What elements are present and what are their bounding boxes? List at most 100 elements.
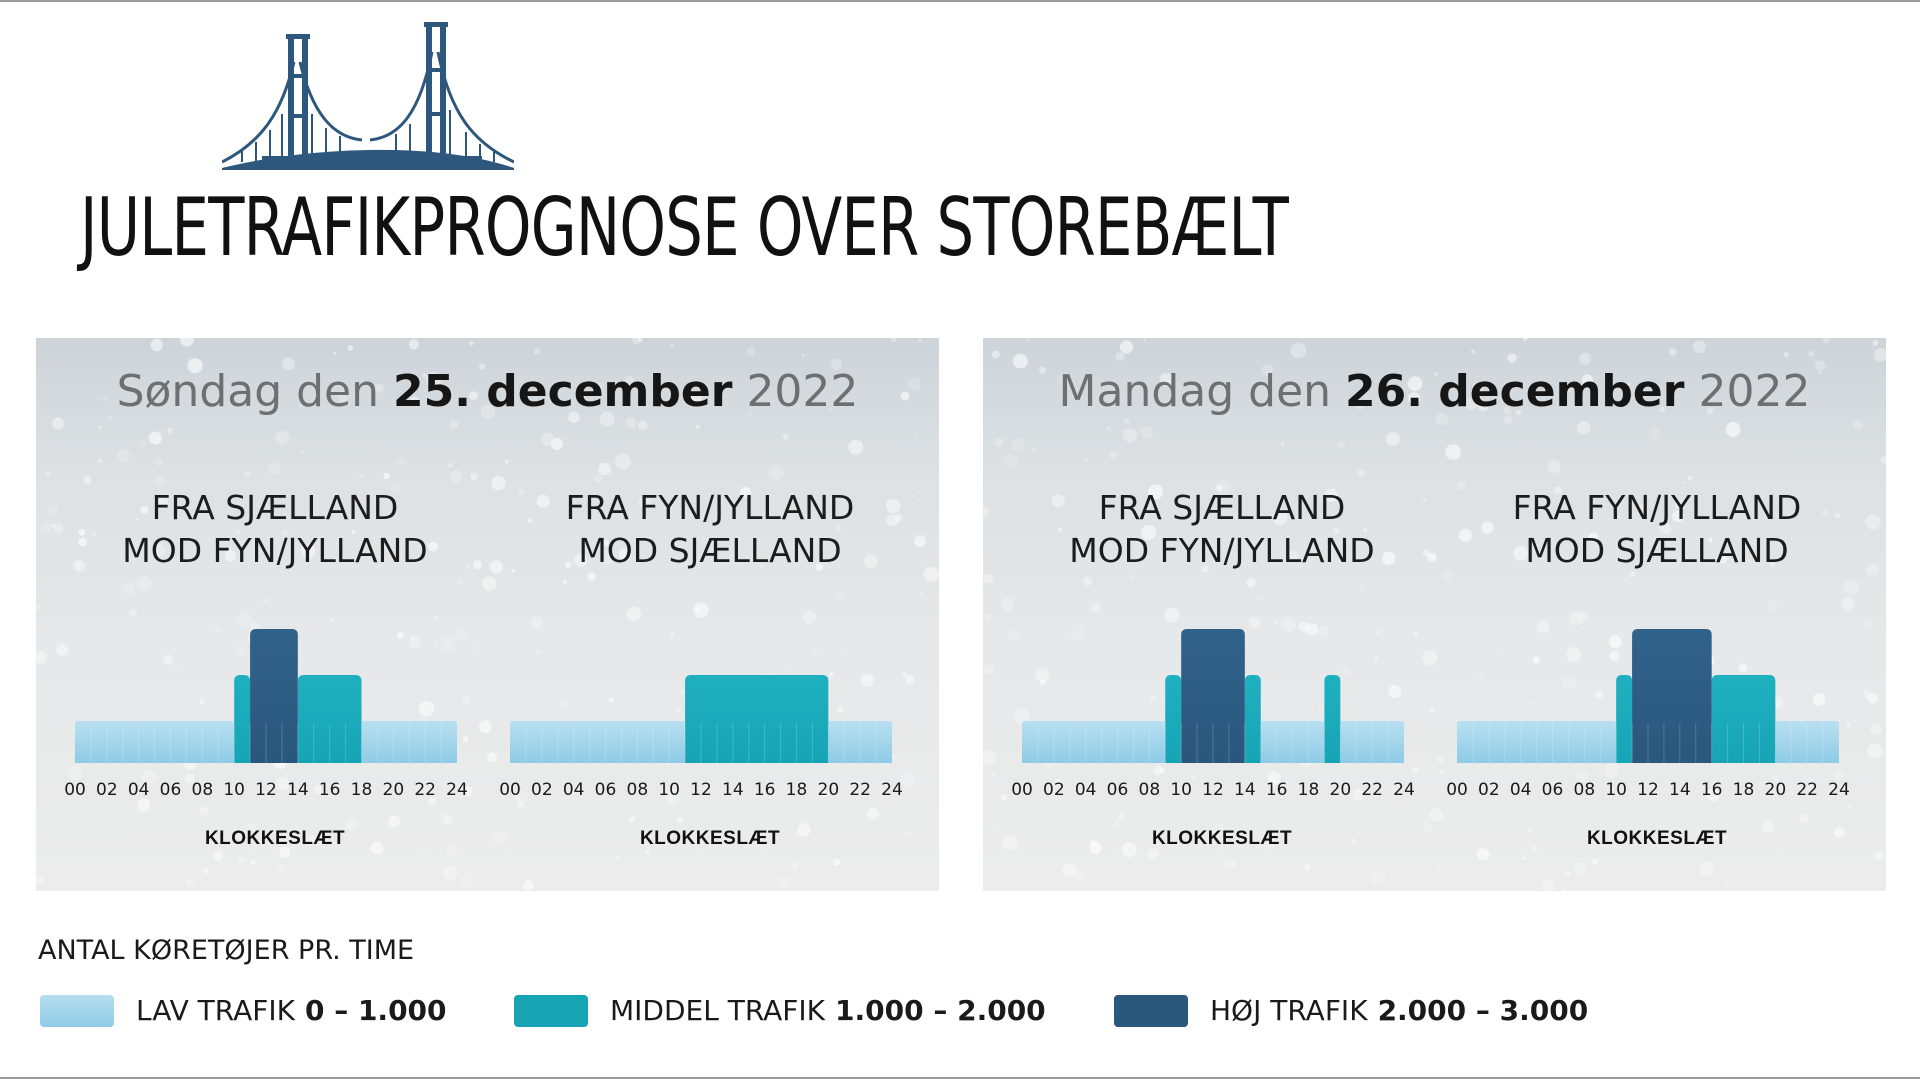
snowflake [397,457,406,466]
snowflake [491,830,508,847]
snowflake [53,523,64,534]
snowflake [1341,667,1350,676]
snowflake [462,736,469,742]
panel-date: Mandag den 26. december 2022 [983,362,1886,422]
snowflake [1429,807,1443,822]
snowflake [282,357,295,371]
snowflake [1442,470,1446,473]
x-tick-label: 04 [128,780,150,800]
snowflake [1358,583,1366,592]
chart-title-line1: FRA SJÆLLAND [1098,488,1346,527]
x-tick-label: 16 [1266,780,1288,800]
snowflake [1818,371,1822,374]
snowflake [275,430,289,445]
snowflake [1090,602,1101,613]
chart-dec26-from-sjaelland: FRA SJÆLLAND MOD FYN/JYLLAND 00 02 04 06 08 1… [1011,338,1432,891]
snowflake [626,606,642,622]
traffic-bar-medium [1711,675,1776,763]
snowflake [1880,455,1886,464]
snowflake [139,439,147,447]
snowflake [1026,338,1031,342]
x-tick-label: 02 [96,780,118,800]
snowflake [1874,850,1884,861]
snowflake [1122,428,1138,443]
snowflake [78,529,86,536]
snowflake [489,560,503,574]
snowflake [900,772,916,788]
x-tick-label: 16 [319,780,341,800]
chart-plot: 00 02 04 06 08 10 12 14 16 18 20 22 24 [64,629,468,800]
snowflake [1770,562,1775,567]
snowflake [1683,481,1687,485]
snowflake [1847,804,1851,808]
snowflake [1216,485,1222,491]
snowflake [1579,352,1591,365]
date-bold: 25. december [393,366,733,417]
snowflake [394,494,396,496]
snowflake [689,391,703,405]
snowflake [301,450,304,453]
snowflake [892,754,896,758]
snowflake [1422,498,1426,502]
snowflake [984,613,991,620]
snowflake [1057,372,1072,387]
chart-title-line2: MOD SJÆLLAND [578,531,842,570]
snowflake [438,811,447,820]
snowflake [1532,846,1537,851]
snowflake [1437,756,1444,763]
snowflake [901,671,908,679]
snowflake [1107,426,1111,431]
snowflake [697,852,700,855]
snowflake [550,437,563,450]
snowflake [104,823,108,827]
snowflake [333,351,336,355]
snowflake [1564,870,1572,878]
snowflake [802,354,805,357]
x-axis-label: KLOKKESLÆT [639,828,781,849]
snowflake [148,431,162,445]
snowflake [487,752,498,763]
snowflake [456,628,468,640]
snowflake [1363,528,1367,532]
x-tick-label: 00 [64,780,86,800]
x-tick-label: 06 [595,780,617,800]
snowflake [625,341,629,344]
snowflake [920,592,924,595]
snowflake [48,504,59,515]
snowflake [907,377,921,391]
snowflake [638,495,652,509]
snowflake [1123,417,1131,425]
snowflake [236,611,253,628]
snowflake [1269,842,1275,847]
snowflake [1422,549,1430,557]
snowflake [1323,784,1327,788]
snowflake [791,861,799,870]
snowflake [990,821,1000,831]
snowflake [1147,771,1151,775]
snowflake [137,576,153,592]
snowflake [1476,401,1481,407]
snowflake [51,524,56,528]
traffic-bar-high [1181,629,1245,763]
traffic-bar-low [1260,721,1325,763]
snowflake [1562,888,1567,891]
x-tick-label: 24 [1393,780,1415,800]
snowflake [852,779,856,783]
chart-title: FRA SJÆLLAND MOD FYN/JYLLAND [1012,486,1432,572]
chart-title: FRA FYN/JYLLAND MOD SJÆLLAND [500,486,920,572]
traffic-bar-medium [297,675,362,763]
snowflake [1772,776,1779,782]
snowflake [136,517,140,522]
snowflake [462,786,473,797]
snowflake [409,396,420,407]
snowflake [1668,496,1671,499]
chart-dec25-from-sjaelland: FRA SJÆLLAND MOD FYN/JYLLAND 00 02 04 06 08 1… [64,338,485,891]
snowflake [187,358,203,374]
snowflake [1857,809,1860,812]
snowflake [1507,353,1517,363]
date-prefix: Søndag den [116,366,380,417]
x-tick-label: 10 [223,780,245,800]
snowflake [1528,701,1533,705]
snowflake [313,785,323,794]
snowflake [1595,690,1604,699]
